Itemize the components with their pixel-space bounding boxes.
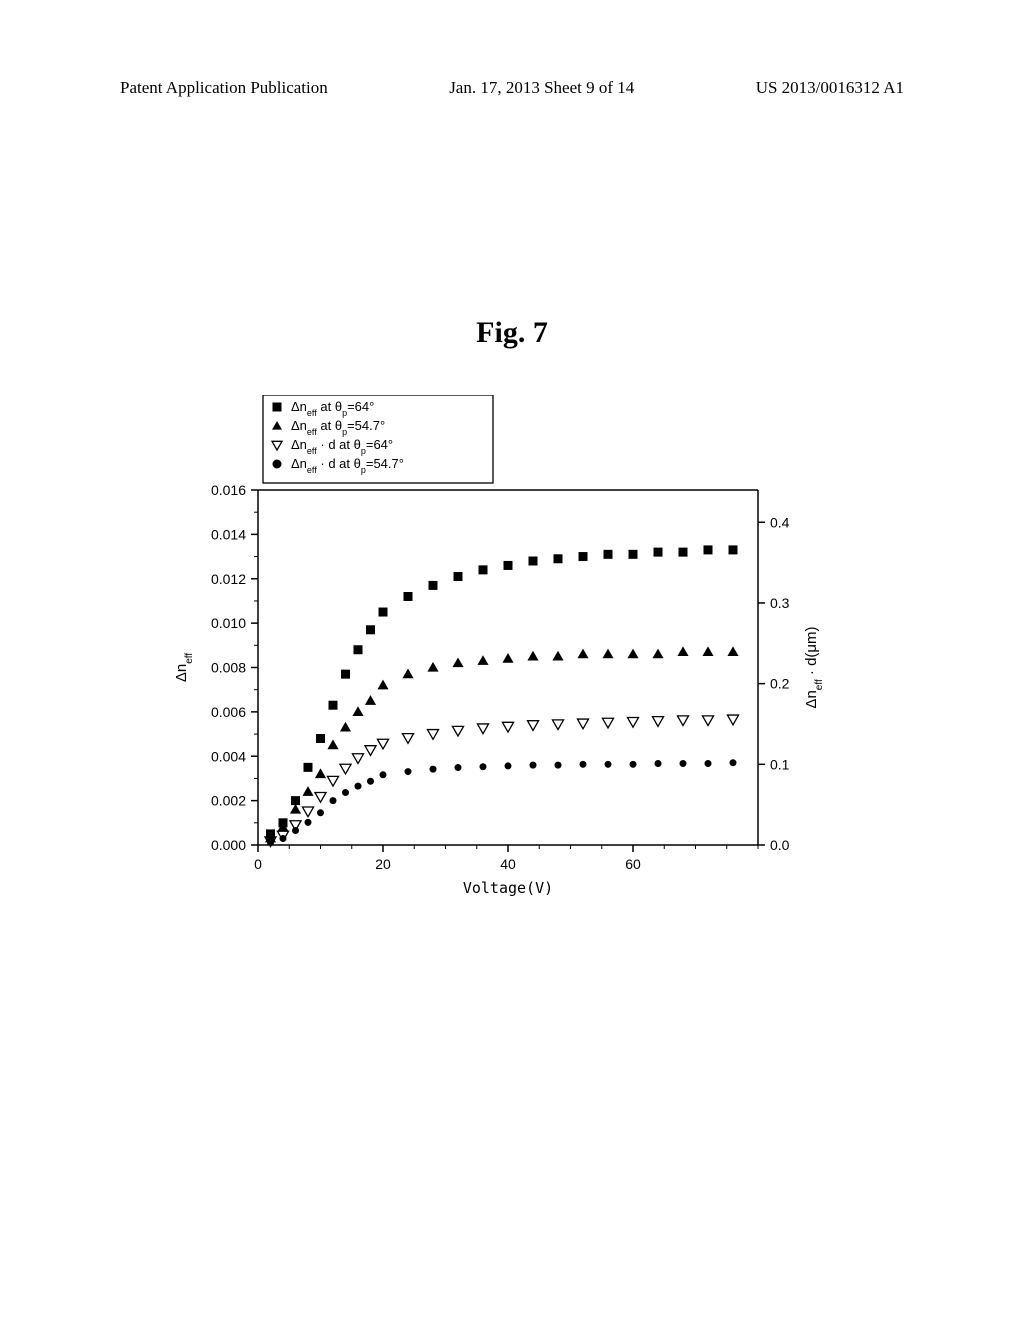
header-center: Jan. 17, 2013 Sheet 9 of 14 xyxy=(449,78,634,98)
svg-text:0.014: 0.014 xyxy=(211,526,246,542)
svg-text:Δneff · d(μm): Δneff · d(μm) xyxy=(803,626,825,708)
svg-text:0.008: 0.008 xyxy=(211,660,246,676)
svg-text:0.000: 0.000 xyxy=(211,837,246,853)
svg-text:0.012: 0.012 xyxy=(211,571,246,587)
svg-text:Δneff: Δneff xyxy=(173,653,195,683)
chart: 0 20 40 60 Voltage(V) 0.000 0.002 0.004 0.006 0.0… xyxy=(158,395,878,915)
svg-text:40: 40 xyxy=(500,856,516,872)
svg-text:0.1: 0.1 xyxy=(770,756,790,772)
svg-text:0.010: 0.010 xyxy=(211,615,246,631)
svg-text:0.002: 0.002 xyxy=(211,793,246,809)
svg-text:20: 20 xyxy=(375,856,391,872)
svg-text:0.2: 0.2 xyxy=(770,676,790,692)
page-header: Patent Application Publication Jan. 17, … xyxy=(0,78,1024,98)
svg-text:0.016: 0.016 xyxy=(211,482,246,498)
svg-text:0.0: 0.0 xyxy=(770,837,790,853)
svg-text:0.004: 0.004 xyxy=(211,748,246,764)
header-left: Patent Application Publication xyxy=(120,78,328,98)
svg-text:0: 0 xyxy=(254,856,262,872)
svg-text:0.3: 0.3 xyxy=(770,595,790,611)
chart-svg: 0 20 40 60 Voltage(V) 0.000 0.002 0.004 0.006 0.0… xyxy=(158,395,878,915)
svg-text:60: 60 xyxy=(625,856,641,872)
svg-text:0.006: 0.006 xyxy=(211,704,246,720)
header-right: US 2013/0016312 A1 xyxy=(756,78,904,98)
svg-text:Voltage(V): Voltage(V) xyxy=(463,879,553,897)
figure-title: Fig. 7 xyxy=(0,316,1024,350)
svg-text:0.4: 0.4 xyxy=(770,514,790,530)
